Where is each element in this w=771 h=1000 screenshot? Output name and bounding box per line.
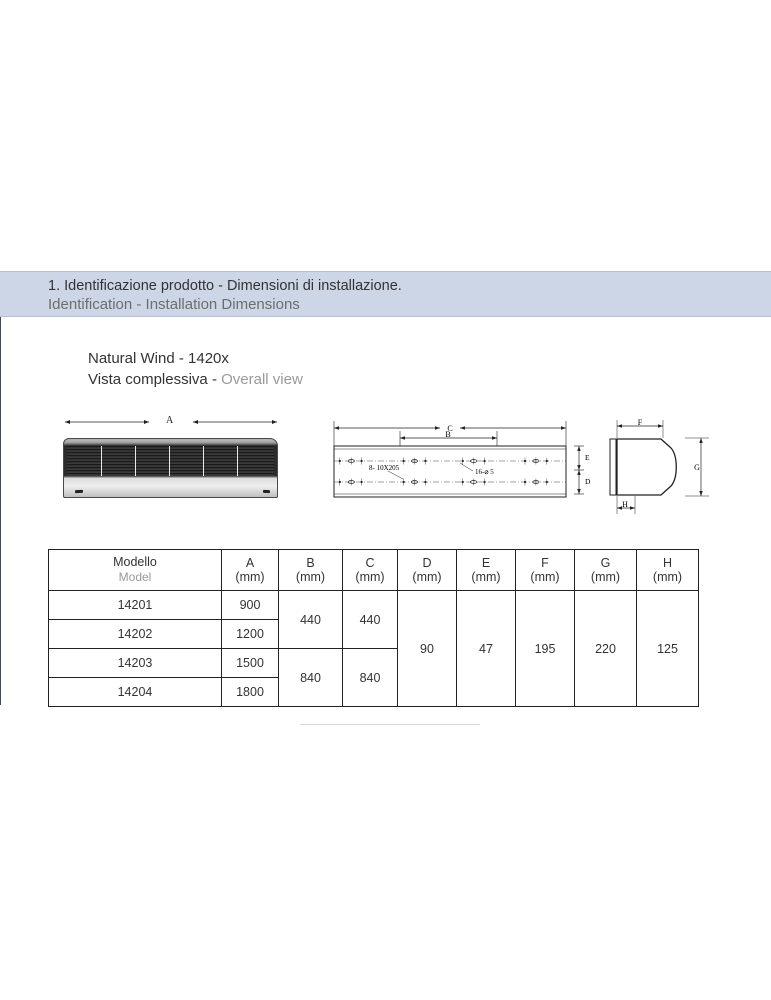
svg-text:16-⌀ 5: 16-⌀ 5 — [475, 468, 494, 476]
svg-text:D: D — [585, 477, 591, 486]
svg-text:8- 10X205: 8- 10X205 — [369, 464, 400, 472]
svg-text:B: B — [445, 430, 450, 439]
svg-text:E: E — [585, 453, 590, 462]
svg-text:G: G — [694, 463, 700, 472]
svg-text:H: H — [622, 500, 628, 509]
svg-text:F: F — [638, 418, 643, 427]
